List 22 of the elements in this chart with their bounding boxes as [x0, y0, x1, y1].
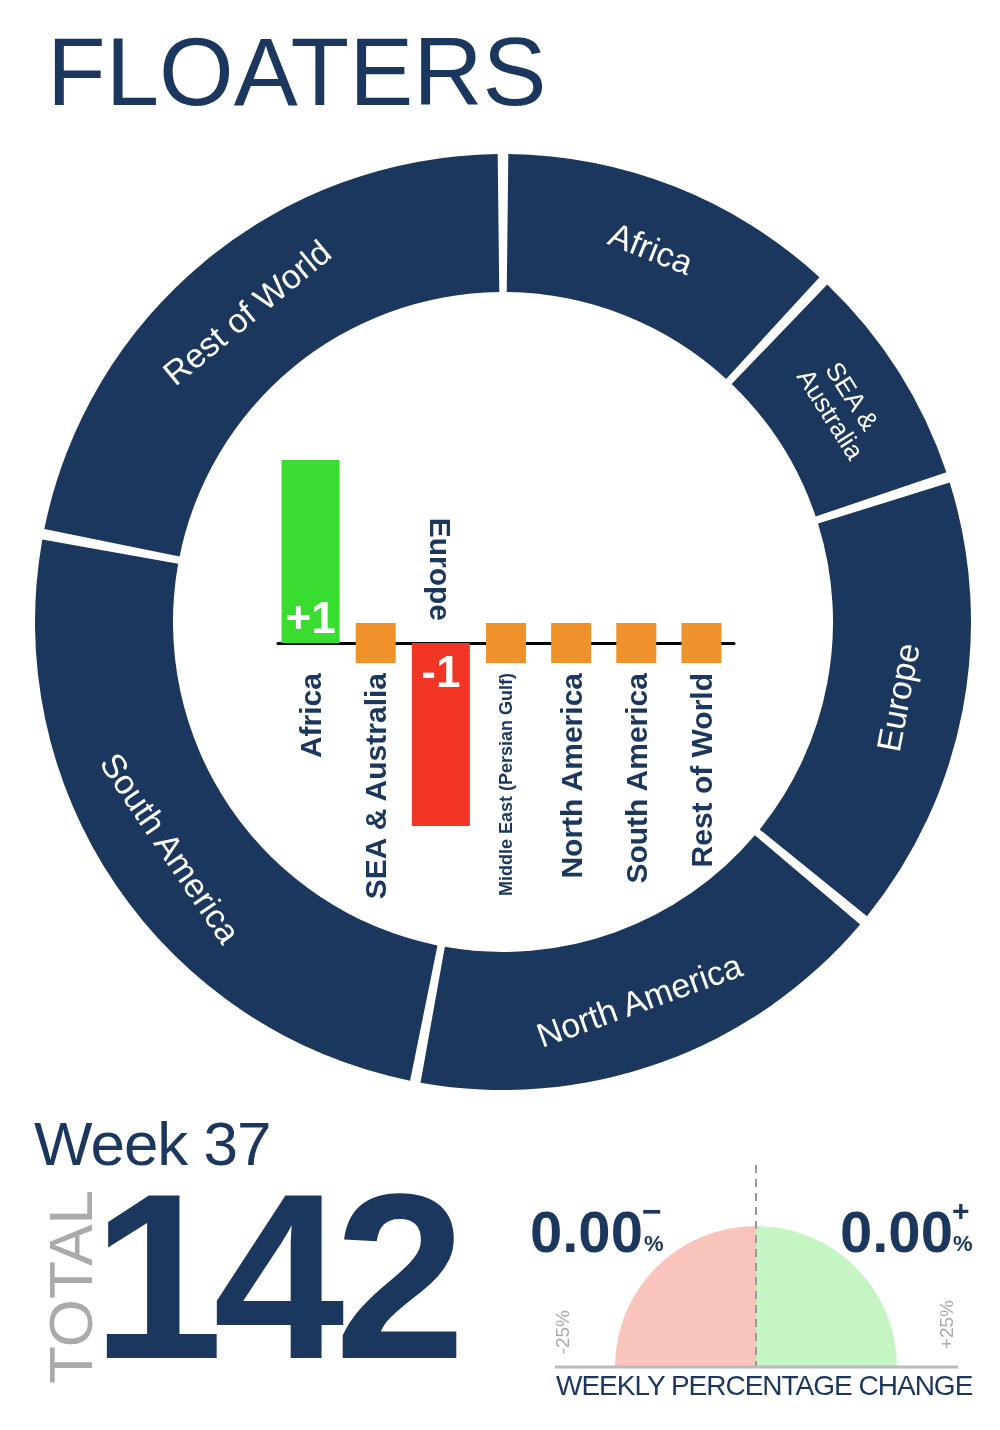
slice-label: Africa — [603, 214, 699, 282]
text: WEEKLY PERCENTAGE CHANGE — [556, 1370, 973, 1401]
text: 0.00 — [530, 1199, 643, 1264]
text: + — [952, 1194, 970, 1227]
text: 0.00 — [840, 1199, 953, 1264]
text: % — [644, 1231, 664, 1256]
x-tick-label: Rest of World — [684, 673, 718, 868]
x-tick-label: Africa — [294, 672, 328, 759]
chart-title: FLOATERS — [47, 17, 547, 125]
data-label: -1 — [421, 646, 461, 696]
text: -25% — [552, 1310, 573, 1355]
text: +25% — [936, 1300, 957, 1350]
data-label: +1 — [285, 592, 336, 642]
text: % — [953, 1231, 973, 1256]
x-tick-label: North America — [554, 672, 588, 879]
slice-label: North America — [531, 945, 748, 1055]
text: − — [642, 1192, 662, 1230]
x-tick-label: SEA & Australia — [359, 672, 393, 900]
text: TOTAL — [36, 1190, 105, 1385]
text: Week 37 — [34, 1108, 271, 1179]
x-tick-label: Middle East (Persian Gulf) — [496, 673, 516, 897]
x-tick-label: South America — [619, 672, 653, 884]
